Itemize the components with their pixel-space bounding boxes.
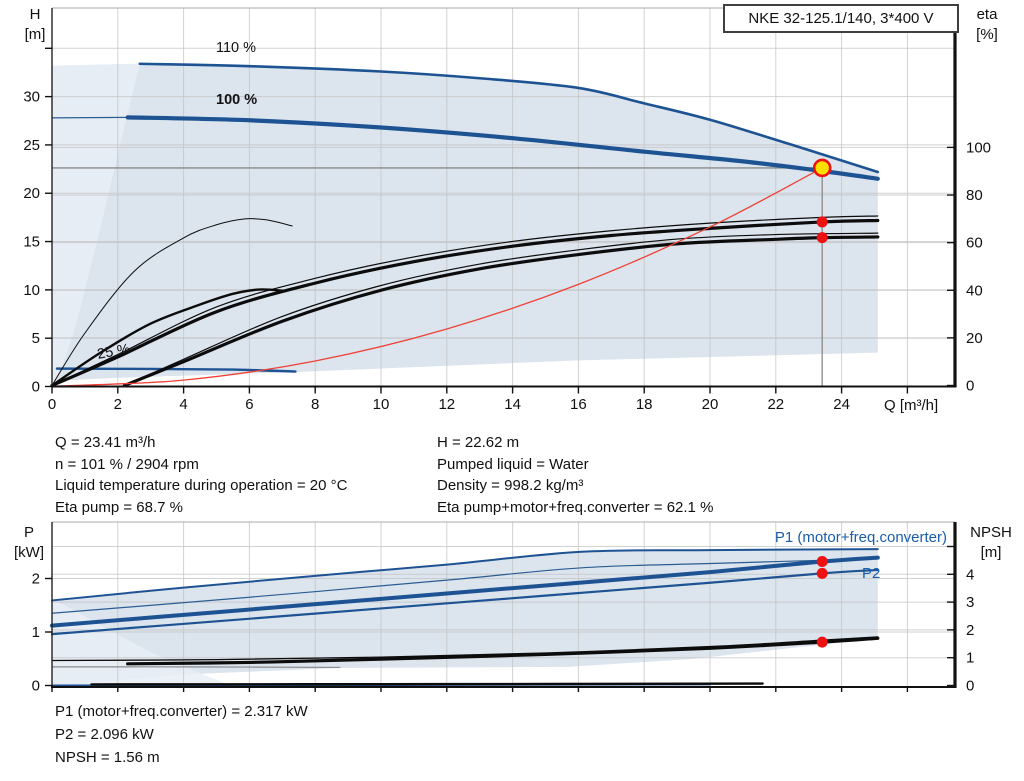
bottom-fill-low-flow-region [52, 600, 230, 685]
top-curve-eta-pump-motor-freq-converter [122, 235, 880, 388]
top-curve-110- [138, 62, 880, 174]
bottom-curve-p2 [50, 568, 879, 636]
top-H-tick-label: 5 [32, 330, 40, 347]
bottom-red-dot [816, 567, 828, 579]
info-p1: P1 (motor+freq.converter) = 2.317 kW [55, 703, 308, 720]
power-info-block: P1 (motor+freq.converter) = 2.317 kW P2 … [55, 700, 308, 769]
top-curve-system-curve [56, 167, 823, 387]
top-red-dot [816, 232, 828, 244]
top-curve-eta-pump-thin [51, 215, 879, 387]
npsh-axis-letter: NPSH [970, 524, 1012, 541]
curve-label-p2: P2 [862, 565, 881, 582]
pump-model-title-box: NKE 32-125.1/140, 3*400 V [723, 4, 959, 33]
top-H-tick-label: 25 [23, 137, 40, 154]
p-axis-unit: P [kW] [6, 523, 52, 563]
top-curve-eta-pump [50, 218, 880, 388]
duty-info-right: H = 22.62 m Pumped liquid = Water Densit… [437, 432, 713, 519]
top-H-tick-label: 10 [23, 282, 40, 299]
info-pumped-liquid: Pumped liquid = Water [437, 455, 589, 473]
top-xtick-label: 16 [570, 396, 587, 413]
bottom-P-tick-label: 0 [32, 678, 40, 695]
top-xtick-label: 4 [179, 396, 187, 413]
bottom-red-dot [816, 636, 828, 648]
top-H-tick-label: 0 [32, 379, 40, 396]
info-npsh: NPSH = 1.56 m [55, 749, 160, 766]
top-eta-tick-label: 80 [966, 187, 983, 204]
bottom-curve-p1-100-thin [51, 558, 879, 614]
info-p2: P2 = 2.096 kW [55, 726, 154, 743]
bottom-P-tick-label: 2 [32, 571, 40, 588]
h-axis-unit: H [m] [13, 5, 57, 45]
top-H-tick-label: 20 [23, 185, 40, 202]
bottom-curve-npsh-25-speed [90, 682, 764, 686]
eta-axis-unit: eta [%] [959, 5, 1015, 45]
top-xtick-label: 22 [767, 396, 784, 413]
info-q: Q = 23.41 m³/h [55, 434, 156, 451]
info-speed: n = 101 % / 2904 rpm [55, 455, 199, 473]
info-density: Density = 998.2 kg/m³ [437, 477, 584, 495]
top-red-dot [816, 216, 828, 228]
duty-point-marker [812, 158, 832, 178]
top-curve-100- [125, 115, 880, 181]
info-h: H = 22.62 m [437, 434, 520, 451]
info-liquid-temp: Liquid temperature during operation = 20… [55, 477, 348, 495]
bottom-NPSH-tick-label: 3 [966, 594, 974, 611]
p-axis-letter: P [23, 524, 34, 541]
top-eta-tick-label: 60 [966, 235, 983, 252]
top-xtick-label: 24 [833, 396, 850, 413]
top-eta-tick-label: 100 [966, 139, 991, 156]
top-xtick-label: 8 [311, 396, 319, 413]
curve-label-110pct: 110 % [216, 40, 257, 56]
top-xtick-label: 18 [636, 396, 653, 413]
bottom-red-dot [816, 556, 828, 568]
bottom-NPSH-tick-label: 1 [966, 650, 974, 667]
info-eta-pump: Eta pump = 68.7 % [55, 499, 183, 517]
top-curve-eta-mid-arc [50, 288, 287, 387]
top-xtick-label: 10 [373, 396, 390, 413]
top-eta-tick-label: 0 [966, 378, 974, 395]
info-eta-total: Eta pump+motor+freq.converter = 62.1 % [437, 499, 714, 517]
top-H-tick-label: 30 [23, 89, 40, 106]
curve-label-100pct: 100 % [216, 92, 258, 108]
h-axis-letter: H [29, 6, 41, 23]
curve-label-p1: P1 (motor+freq.converter) [774, 529, 947, 546]
top-eta-tick-label: 20 [966, 330, 983, 347]
duty-info-left: Q = 23.41 m³/h n = 101 % / 2904 rpm Liqu… [55, 432, 347, 519]
top-curve-eta-total-thin [123, 232, 879, 387]
top-xtick-label: 20 [702, 396, 719, 413]
top-xtick-label: 14 [504, 396, 521, 413]
top-xtick-label: 12 [438, 396, 455, 413]
npsh-axis-bracket: [m] [980, 544, 1002, 561]
bottom-P-tick-label: 1 [32, 624, 40, 641]
npsh-axis-unit: NPSH [m] [960, 523, 1022, 563]
bottom-curve-npsh-gray-segment [51, 666, 341, 669]
top-curve-eta-25-speed [51, 218, 293, 386]
bottom-NPSH-tick-label: 2 [966, 622, 974, 639]
bottom-curve-p1-max-110- [51, 548, 879, 602]
eta-axis-bracket: [%] [976, 26, 998, 43]
top-xtick-label: 6 [245, 396, 253, 413]
top-xtick-label: 2 [114, 396, 122, 413]
top-xtick-label: 0 [48, 396, 56, 413]
top-eta-tick-label: 40 [966, 282, 983, 299]
eta-axis-letter: eta [976, 6, 998, 23]
bottom-curve-npsh [126, 636, 880, 666]
bottom-curve-p1-motor-freq-converter- [50, 555, 880, 628]
top-H-tick-label: 15 [23, 234, 40, 251]
q-axis-label: Q [m³/h] [884, 397, 939, 414]
bottom-NPSH-tick-label: 0 [966, 678, 974, 695]
bottom-NPSH-tick-label: 4 [966, 566, 974, 583]
h-axis-bracket: [m] [24, 26, 46, 43]
top-fill-operating-envelope [52, 63, 878, 381]
p-axis-bracket: [kW] [14, 544, 44, 561]
